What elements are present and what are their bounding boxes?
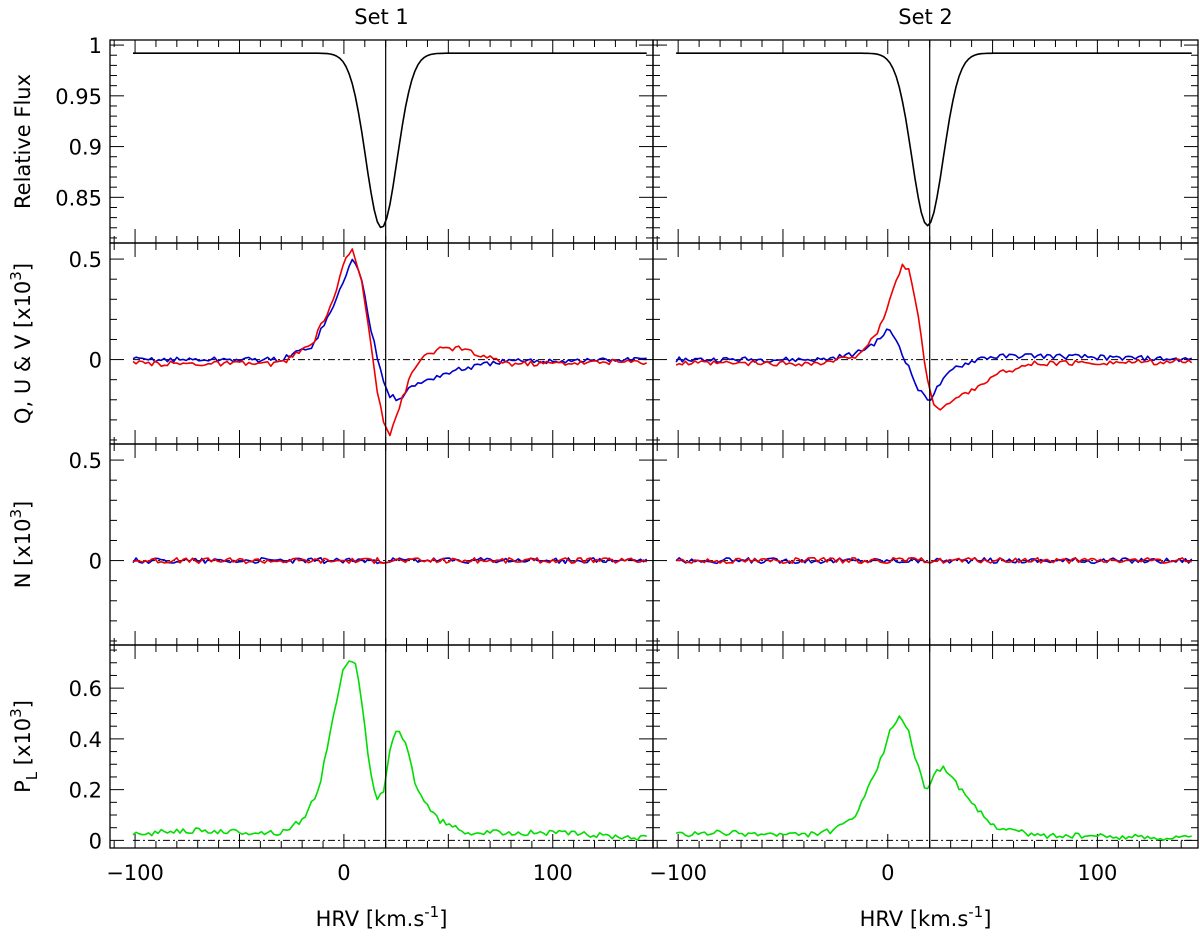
series-stokes_i	[676, 52, 1192, 227]
x-axis-labels: −100 0 100 HRV [km.s-1] −100 0 100 HRV [km.s-1]	[106, 861, 1117, 931]
panel-frame	[109, 644, 654, 849]
y-axis-label: PL [x103]	[7, 700, 41, 793]
series-linear_pol	[675, 715, 1192, 841]
panel-frame	[109, 39, 654, 244]
column-title: Set 1	[354, 5, 409, 29]
panel-frame	[652, 443, 1199, 646]
x-tick-label: −100	[106, 861, 164, 885]
y-tick-label: 1	[89, 34, 102, 58]
y-tick-label: 0	[89, 829, 102, 853]
x-axis-label: HRV [km.s-1]	[860, 903, 992, 931]
panel-pl-set2	[652, 644, 1199, 849]
y-tick-label: 0.95	[55, 85, 102, 109]
y-tick-label: 0.85	[55, 186, 102, 210]
x-tick-label: 0	[337, 861, 350, 885]
panel-qu-set1: 00.5	[69, 242, 654, 445]
panel-null-set1: 00.5	[69, 443, 654, 646]
y-tick-label: 0.9	[69, 136, 102, 160]
column-titles: Set 1 Set 2	[354, 5, 953, 29]
y-axis-label: N [x103]	[7, 501, 35, 588]
panel-frame	[652, 242, 1199, 445]
panel-frame	[652, 644, 1199, 849]
y-tick-label: 0.4	[69, 728, 102, 752]
y-axis-labels: Relative Flux Q, U & V [x103] N [x103] PL […	[7, 74, 41, 793]
y-tick-label: 0	[89, 349, 102, 373]
x-tick-label: 100	[1077, 861, 1117, 885]
panel-frame	[652, 39, 1199, 244]
panel-frame	[109, 443, 654, 646]
y-tick-label: 0.2	[69, 779, 102, 803]
series-stokes_u	[132, 248, 648, 437]
y-tick-label: 0.6	[69, 677, 102, 701]
series-linear_pol	[132, 660, 647, 841]
y-axis-label: Relative Flux	[11, 74, 35, 209]
panel-qu-set2	[652, 242, 1199, 445]
panel-flux-set1: 0.85 0.9 0.95 1	[55, 34, 654, 244]
series-stokes_i	[133, 52, 647, 229]
x-tick-label: 0	[881, 861, 894, 885]
x-tick-label: 100	[533, 861, 573, 885]
series-stokes_u	[675, 263, 1193, 411]
series-stokes_q	[132, 258, 647, 402]
panel-pl-set1: 0 0.2 0.4 0.6	[69, 644, 654, 853]
series-stokes_q	[675, 328, 1193, 401]
series-null_2	[132, 557, 648, 565]
column-title: Set 2	[898, 5, 953, 29]
y-axis-label: Q, U & V [x103]	[7, 263, 35, 424]
x-tick-label: −100	[649, 861, 707, 885]
y-tick-label: 0	[89, 550, 102, 574]
y-tick-label: 0.5	[69, 248, 102, 272]
panel-null-set2	[652, 443, 1199, 646]
panel-flux-set2	[652, 39, 1199, 244]
series-null_2	[675, 557, 1192, 565]
x-axis-label: HRV [km.s-1]	[316, 903, 448, 931]
y-tick-label: 0.5	[69, 449, 102, 473]
